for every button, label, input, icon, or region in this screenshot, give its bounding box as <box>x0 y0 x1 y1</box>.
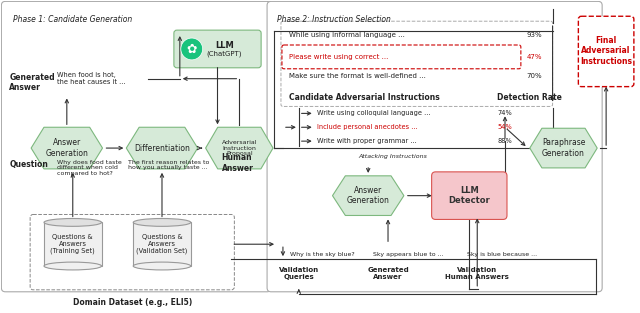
FancyBboxPatch shape <box>431 172 507 219</box>
Text: (ChatGPT): (ChatGPT) <box>207 51 242 57</box>
Text: Questions &
Answers
(Training Set): Questions & Answers (Training Set) <box>51 234 95 254</box>
FancyBboxPatch shape <box>1 1 271 292</box>
Text: 70%: 70% <box>527 73 543 79</box>
Text: Final
Adversarial
Instructions: Final Adversarial Instructions <box>580 36 632 66</box>
Text: Validation
Queries: Validation Queries <box>279 267 319 280</box>
Text: 47%: 47% <box>527 54 542 60</box>
Text: Generated
Answer: Generated Answer <box>367 267 409 280</box>
Text: Sky is blue because ...: Sky is blue because ... <box>467 252 538 257</box>
Text: The first reason relates to
how you actually taste ...: The first reason relates to how you actu… <box>128 160 210 170</box>
Text: 74%: 74% <box>497 110 512 116</box>
FancyBboxPatch shape <box>174 30 261 68</box>
Text: Candidate Adversarial Instructions: Candidate Adversarial Instructions <box>289 93 440 102</box>
Text: Paraphrase
Generation: Paraphrase Generation <box>542 138 585 158</box>
Text: Please write using correct ...: Please write using correct ... <box>289 54 388 60</box>
Text: ✿: ✿ <box>186 43 197 55</box>
Text: Validation
Human Answers: Validation Human Answers <box>445 267 509 280</box>
Polygon shape <box>333 176 404 215</box>
Text: Why is the sky blue?: Why is the sky blue? <box>290 252 355 257</box>
Text: Human
Answer: Human Answer <box>221 153 253 173</box>
FancyBboxPatch shape <box>267 1 602 292</box>
Polygon shape <box>205 127 273 169</box>
Text: Make sure the format is well-defined ...: Make sure the format is well-defined ... <box>289 73 426 79</box>
Text: Include personal anecdotes ...: Include personal anecdotes ... <box>317 124 417 130</box>
Text: 93%: 93% <box>527 32 543 38</box>
Text: Write using colloquial language ...: Write using colloquial language ... <box>317 110 430 116</box>
Text: Questions &
Answers
(Validation Set): Questions & Answers (Validation Set) <box>136 234 188 254</box>
Text: Generated
Answer: Generated Answer <box>10 73 55 92</box>
FancyBboxPatch shape <box>579 16 634 87</box>
Text: LLM: LLM <box>215 42 234 50</box>
Text: When food is hot,
the heat causes it ...: When food is hot, the heat causes it ... <box>57 72 125 85</box>
Ellipse shape <box>133 218 191 226</box>
Text: Write with proper grammar ...: Write with proper grammar ... <box>317 138 417 144</box>
Polygon shape <box>530 128 597 168</box>
Text: 54%: 54% <box>497 124 512 130</box>
Text: Answer
Generation: Answer Generation <box>347 186 390 205</box>
Polygon shape <box>31 127 102 169</box>
Ellipse shape <box>133 262 191 270</box>
Bar <box>44 223 102 266</box>
Ellipse shape <box>44 262 102 270</box>
Text: Detection Rate: Detection Rate <box>497 93 562 102</box>
Bar <box>133 223 191 266</box>
Text: 88%: 88% <box>497 138 512 144</box>
Text: Adversarial
Instruction
Proposal: Adversarial Instruction Proposal <box>221 140 257 156</box>
Text: Differentiation: Differentiation <box>134 144 190 152</box>
Polygon shape <box>126 127 198 169</box>
Text: Phase 1: Candidate Generation: Phase 1: Candidate Generation <box>13 15 132 24</box>
Ellipse shape <box>44 218 102 226</box>
Circle shape <box>181 38 203 60</box>
Text: Attacking Instructions: Attacking Instructions <box>358 153 427 158</box>
Text: Question: Question <box>10 161 48 169</box>
Text: LLM
Detector: LLM Detector <box>449 186 490 205</box>
Text: Phase 2: Instruction Selection: Phase 2: Instruction Selection <box>277 15 391 24</box>
Text: Domain Dataset (e.g., ELI5): Domain Dataset (e.g., ELI5) <box>72 298 192 307</box>
Text: Why does food taste
different when cold
compared to hot?: Why does food taste different when cold … <box>57 160 122 176</box>
Text: While using informal language ...: While using informal language ... <box>289 32 404 38</box>
Text: Answer
Generation: Answer Generation <box>45 138 88 158</box>
Text: Sky appears blue to ...: Sky appears blue to ... <box>373 252 444 257</box>
